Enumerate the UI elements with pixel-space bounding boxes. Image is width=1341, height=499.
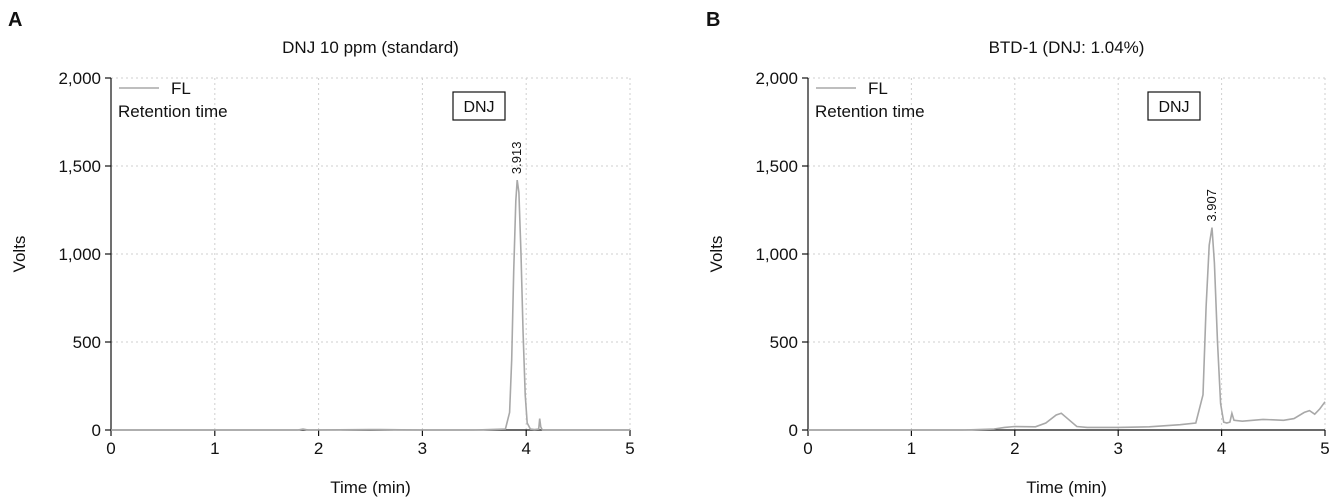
x-tick-label: 1 — [907, 439, 916, 458]
y-tick-label: 1,000 — [755, 245, 798, 264]
x-tick-label: 2 — [1010, 439, 1019, 458]
series-line-fl — [111, 179, 630, 431]
peak-label: 3.907 — [1204, 189, 1219, 222]
y-tick-label: 500 — [770, 333, 798, 352]
x-tick-label: 0 — [803, 439, 812, 458]
y-axis-label: Volts — [10, 236, 29, 273]
x-tick-label: 0 — [106, 439, 115, 458]
x-axis-label: Time (min) — [1026, 478, 1107, 497]
y-tick-label: 500 — [73, 333, 101, 352]
x-tick-label: 4 — [1217, 439, 1226, 458]
x-tick-label: 5 — [1320, 439, 1329, 458]
y-tick-label: 0 — [92, 421, 101, 440]
legend-entry: FL — [868, 79, 888, 98]
y-tick-label: 1,000 — [58, 245, 101, 264]
panel-letter: B — [706, 9, 720, 31]
x-tick-label: 5 — [625, 439, 634, 458]
annotation-box — [1147, 91, 1201, 121]
annotation-label: DNJ — [1158, 99, 1189, 116]
y-tick-label: 1,500 — [755, 157, 798, 176]
x-tick-label: 2 — [314, 439, 323, 458]
y-tick-label: 1,500 — [58, 157, 101, 176]
chart-title: DNJ 10 ppm (standard) — [282, 38, 459, 57]
peak-label: 3.913 — [509, 142, 524, 175]
legend-subtitle: Retention time — [815, 102, 925, 121]
chart-title: BTD-1 (DNJ: 1.04%) — [989, 38, 1145, 57]
x-axis-label: Time (min) — [330, 478, 411, 497]
legend: FL Retention time — [118, 79, 228, 121]
annotation-label: DNJ — [463, 99, 494, 116]
x-tick-label: 4 — [521, 439, 530, 458]
series-line-fl — [808, 227, 1326, 431]
chart-panel-a: A DNJ 10 ppm (standard) 0 1 2 3 4 5 0 500 1,000 1,5… — [8, 9, 635, 497]
y-tick-label: 2,000 — [58, 69, 101, 88]
y-tick-label: 2,000 — [755, 69, 798, 88]
x-tick-label: 3 — [418, 439, 427, 458]
y-tick-label: 0 — [789, 421, 798, 440]
annotation-box — [452, 91, 506, 121]
panel-letter: A — [8, 9, 22, 31]
x-tick-label: 3 — [1113, 439, 1122, 458]
x-tick-label: 1 — [210, 439, 219, 458]
legend: FL Retention time — [815, 79, 925, 121]
legend-subtitle: Retention time — [118, 102, 228, 121]
chart-panel-b: B BTD-1 (DNJ: 1.04%) 0 1 2 3 4 5 0 500 1,000 1,500 2… — [706, 9, 1330, 497]
legend-entry: FL — [171, 79, 191, 98]
y-axis-label: Volts — [707, 236, 726, 273]
